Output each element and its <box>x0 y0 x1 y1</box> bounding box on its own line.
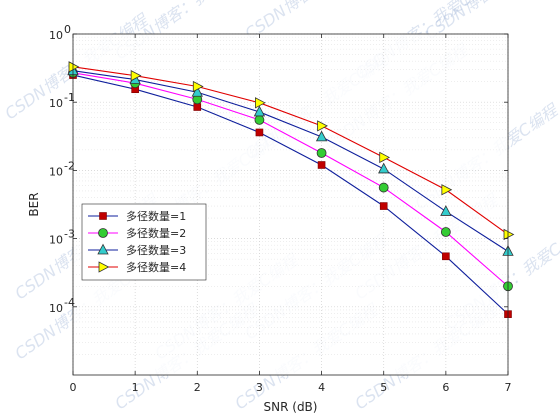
legend-marker <box>97 243 109 255</box>
y-tick-label: 10 <box>49 165 63 178</box>
y-tick-exponent: 0 <box>64 23 71 36</box>
legend: 多径数量=1 多径数量=2 多径数量=3 多径数量=4 <box>81 203 207 281</box>
data-point <box>440 227 451 237</box>
y-tick-exponent: -4 <box>64 296 75 309</box>
y-tick-label: 10 <box>49 302 63 315</box>
series-layer <box>67 61 515 318</box>
x-tick-label: 4 <box>318 381 325 394</box>
data-point <box>253 105 266 117</box>
axes-box <box>72 33 509 376</box>
legend-marker <box>98 228 108 238</box>
data-point <box>255 128 264 137</box>
legend-item: 多径数量=4 <box>88 260 186 274</box>
legend-item: 多径数量=1 <box>88 209 186 223</box>
series-line <box>72 74 509 315</box>
axes <box>72 33 509 376</box>
data-point <box>441 184 453 196</box>
x-tick-label: 0 <box>70 381 77 394</box>
series-line <box>72 66 509 235</box>
series-3 <box>67 64 514 256</box>
data-point <box>191 85 203 97</box>
legend-marker <box>99 212 107 220</box>
x-tick-label: 3 <box>256 381 263 394</box>
data-point <box>378 182 389 193</box>
data-point <box>317 161 326 169</box>
series-line <box>72 70 509 252</box>
series-4 <box>68 61 515 241</box>
data-point <box>255 97 266 109</box>
y-tick-exponent: -1 <box>64 91 75 104</box>
data-point <box>192 80 204 93</box>
data-point <box>254 115 265 125</box>
x-tick-label: 7 <box>505 381 512 394</box>
data-point <box>379 202 388 210</box>
y-tick-label: 10 <box>49 29 63 42</box>
legend-item: 多径数量=3 <box>88 243 186 257</box>
data-point <box>193 103 202 111</box>
legend-item: 多径数量=2 <box>88 226 186 240</box>
y-tick-exponent: -2 <box>64 159 75 172</box>
y-axis-label: BER <box>27 192 41 216</box>
y-tick-exponent: -3 <box>64 228 75 241</box>
legend-label: 多径数量=4 <box>126 260 186 274</box>
x-tick-label: 2 <box>194 381 201 394</box>
x-tick-label: 6 <box>442 381 449 394</box>
x-tick-label: 5 <box>380 381 387 394</box>
legend-label: 多径数量=3 <box>126 243 186 257</box>
data-point <box>503 228 515 241</box>
data-point <box>315 130 328 142</box>
legend-label: 多径数量=1 <box>126 209 186 223</box>
data-point <box>316 148 327 158</box>
x-axis-label: SNR (dB) <box>264 400 318 414</box>
data-point <box>68 61 80 73</box>
data-point <box>442 252 450 261</box>
y-tick-label: 10 <box>49 234 63 247</box>
legend-marker <box>98 261 110 273</box>
data-point <box>130 69 142 82</box>
data-point <box>378 162 390 174</box>
data-point <box>379 151 391 164</box>
x-tick-label: 1 <box>132 381 139 394</box>
data-point <box>317 120 328 132</box>
legend-label: 多径数量=2 <box>126 226 186 240</box>
data-point <box>440 205 452 216</box>
y-tick-label: 10 <box>49 97 63 110</box>
series-line <box>72 72 509 287</box>
